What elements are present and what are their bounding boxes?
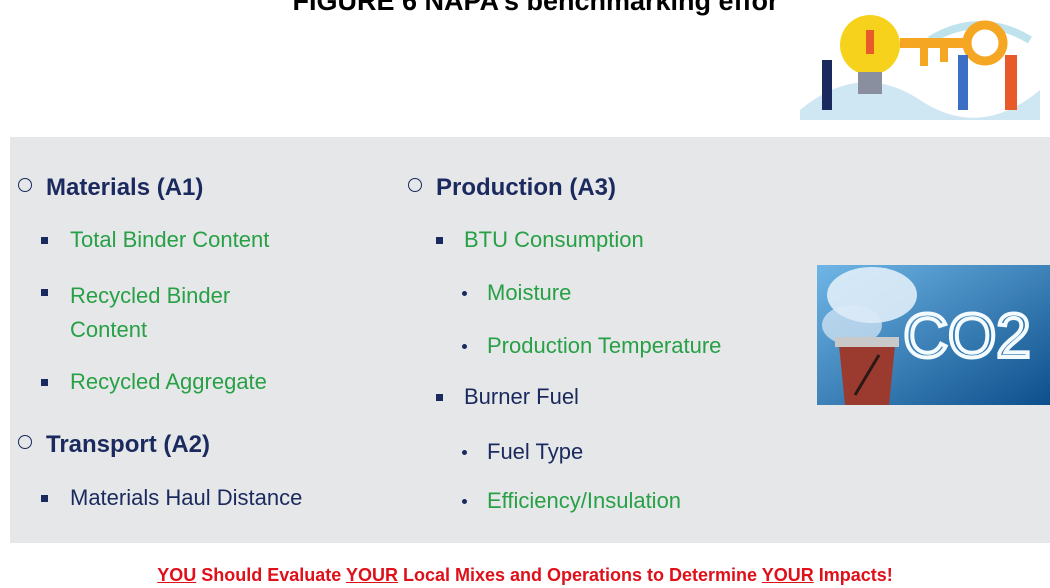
item: Recycled Binder Content bbox=[70, 283, 231, 342]
item: Materials Haul Distance bbox=[70, 485, 303, 510]
section-heading: Production (A3) bbox=[408, 174, 616, 202]
co2-image: CO2 bbox=[817, 265, 1050, 405]
heading-text: Production (A3) bbox=[436, 174, 616, 201]
item: BTU Consumption bbox=[464, 227, 644, 252]
subitem: Production Temperature bbox=[487, 333, 722, 358]
title: FIGURE 6 NAPA’s benchmarking effort bbox=[292, 0, 788, 16]
section-heading: Materials (A1) bbox=[18, 174, 203, 202]
heading-text: Transport (A2) bbox=[46, 431, 211, 458]
item: Recycled Aggregate bbox=[70, 369, 267, 394]
footer-part: Should Evaluate bbox=[196, 565, 346, 585]
subitem: Fuel Type bbox=[487, 439, 584, 464]
subitem: Efficiency/Insulation bbox=[487, 488, 682, 513]
key-illustration bbox=[780, 0, 1050, 136]
section-heading: Transport (A2) bbox=[18, 431, 210, 459]
footer-part: Impacts! bbox=[813, 565, 893, 585]
co2-label: CO2 bbox=[903, 302, 1030, 371]
item: Total Binder Content bbox=[70, 227, 270, 252]
heading-text: Materials (A1) bbox=[46, 174, 204, 201]
footer: YOU Should Evaluate YOUR Local Mixes and… bbox=[0, 565, 1050, 586]
footer-part: YOU bbox=[157, 565, 197, 585]
footer-part: YOUR bbox=[761, 565, 814, 585]
footer-part: YOUR bbox=[345, 565, 398, 585]
item: Burner Fuel bbox=[464, 384, 579, 409]
subitem: Moisture bbox=[487, 280, 572, 305]
footer-part: Local Mixes and Operations to Determine bbox=[397, 565, 762, 585]
